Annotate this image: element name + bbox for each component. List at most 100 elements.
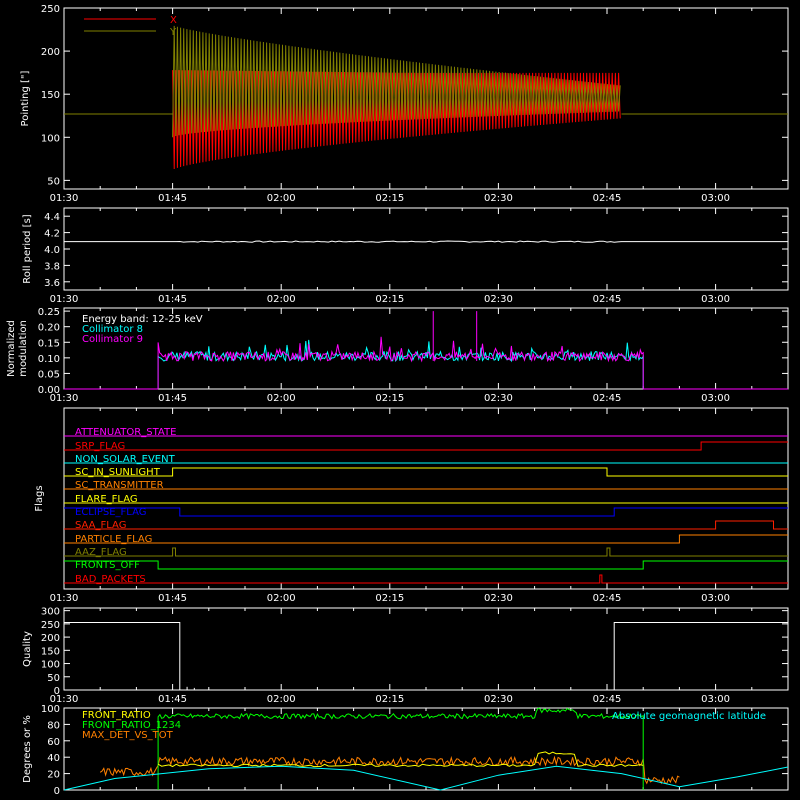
flag-line bbox=[64, 441, 788, 451]
modulation-ytick-label: 0.15 bbox=[38, 338, 60, 349]
pointing-ytick-label: 200 bbox=[41, 47, 60, 58]
time-tick-label: 02:30 bbox=[484, 593, 513, 604]
time-tick-label: 02:30 bbox=[484, 694, 513, 705]
flag-line bbox=[64, 520, 788, 530]
flag-label: NON_SOLAR_EVENT bbox=[75, 454, 176, 465]
flag-line bbox=[64, 507, 788, 517]
pointing-ytick-label: 150 bbox=[41, 90, 60, 101]
time-tick-label: 01:30 bbox=[50, 694, 79, 705]
time-tick-label: 02:45 bbox=[593, 593, 622, 604]
time-tick-label: 03:00 bbox=[701, 294, 730, 305]
flag-label: PARTICLE_FLAG bbox=[75, 534, 152, 545]
quality-ytick-label: 300 bbox=[41, 607, 60, 618]
degrees-series-max-det bbox=[99, 755, 680, 785]
quality-ytick-label: 100 bbox=[41, 660, 60, 671]
degrees-ytick-label: 20 bbox=[47, 770, 60, 781]
time-tick-label: 01:45 bbox=[158, 393, 187, 404]
quality-ytick-label: 50 bbox=[47, 673, 60, 684]
time-tick-label: 01:45 bbox=[158, 694, 187, 705]
time-tick-label: 03:00 bbox=[701, 393, 730, 404]
pointing-ylabel: Pointing ["] bbox=[20, 70, 31, 126]
modulation-ytick-label: 0.00 bbox=[38, 385, 60, 396]
flags-ylabel: Flags bbox=[34, 485, 45, 511]
time-tick-label: 01:30 bbox=[50, 393, 79, 404]
degrees-legend-label: MAX_DET_VS_TOT bbox=[82, 730, 174, 741]
time-tick-label: 02:00 bbox=[267, 193, 296, 204]
time-tick-label: 01:45 bbox=[158, 593, 187, 604]
modulation-ylabel-2: modulation bbox=[18, 320, 29, 377]
quality-ytick-label: 0 bbox=[54, 686, 60, 697]
time-tick-label: 02:15 bbox=[375, 294, 404, 305]
quality-frame bbox=[63, 607, 789, 691]
modulation-panel: 01:30 01:45 02:00 02:15 02:30 02:45 03:00 0.00 0… bbox=[38, 307, 789, 404]
pointing-legend-label: Y bbox=[169, 27, 177, 38]
degrees-series-front bbox=[157, 751, 644, 768]
flag-label: SRP_FLAG bbox=[75, 441, 125, 452]
time-tick-label: 02:15 bbox=[375, 193, 404, 204]
flag-label: FRONTS_OFF bbox=[75, 560, 140, 571]
time-tick-label: 02:15 bbox=[375, 393, 404, 404]
flag-label: ATTENUATOR_STATE bbox=[75, 427, 176, 438]
modulation-series-c9 bbox=[157, 336, 644, 389]
time-tick-label: 01:45 bbox=[158, 294, 187, 305]
pointing-series-y bbox=[172, 25, 621, 138]
time-tick-label: 02:45 bbox=[593, 694, 622, 705]
degrees-legend-label: FRONT_RATIO_1234 bbox=[82, 720, 181, 731]
time-tick-label: 01:45 bbox=[158, 193, 187, 204]
degrees-ytick-label: 100 bbox=[41, 704, 60, 715]
pointing-ytick-label: 50 bbox=[47, 176, 60, 187]
modulation-ytick-label: 0.05 bbox=[38, 369, 60, 380]
time-tick-label: 02:15 bbox=[375, 593, 404, 604]
time-tick-label: 01:30 bbox=[50, 593, 79, 604]
modulation-series-c8 bbox=[157, 339, 644, 389]
flag-label: SC_TRANSMITTER bbox=[75, 480, 164, 491]
time-tick-label: 03:00 bbox=[701, 193, 730, 204]
pointing-ytick-label: 250 bbox=[41, 4, 60, 15]
flag-label: BAD_PACKETS bbox=[75, 574, 146, 585]
quality-ytick-label: 200 bbox=[41, 633, 60, 644]
pointing-ytick-label: 100 bbox=[41, 133, 60, 144]
modulation-ylabel-1: Normalized bbox=[6, 320, 17, 377]
time-tick-label: 01:30 bbox=[50, 294, 79, 305]
flag-label: FLARE_FLAG bbox=[75, 494, 138, 505]
degrees-ytick-label: 40 bbox=[47, 753, 60, 764]
time-tick-label: 02:45 bbox=[593, 393, 622, 404]
quality-panel: 01:30 01:45 02:00 02:15 02:30 02:45 03:00 0 50 10… bbox=[41, 607, 789, 705]
degrees-legend-label: FRONT_RATIO bbox=[82, 710, 151, 721]
flag-line bbox=[64, 547, 788, 557]
time-tick-label: 02:30 bbox=[484, 294, 513, 305]
roll-ytick-label: 3.6 bbox=[44, 278, 60, 289]
modulation-legend-label: Collimator 8 bbox=[82, 324, 143, 335]
modulation-ytick-label: 0.20 bbox=[38, 323, 60, 334]
quality-ytick-label: 150 bbox=[41, 646, 60, 657]
degrees-series-front-1234 bbox=[157, 707, 644, 790]
roll-ytick-label: 4.2 bbox=[44, 229, 60, 240]
modulation-legend-label: Collimator 9 bbox=[82, 334, 143, 345]
degrees-series-latitude bbox=[63, 765, 789, 791]
quality-series bbox=[64, 622, 788, 691]
time-tick-label: 02:45 bbox=[593, 193, 622, 204]
modulation-legend-label: Energy band: 12-25 keV bbox=[82, 314, 203, 325]
flag-line bbox=[64, 560, 788, 570]
degrees-right-label: Absolute geomagnetic latitude bbox=[612, 711, 766, 722]
flag-label: SC_IN_SUNLIGHT bbox=[75, 467, 161, 478]
modulation-ytick-label: 0.25 bbox=[38, 307, 60, 318]
quality-ylabel: Quality bbox=[22, 631, 33, 667]
roll-ytick-label: 4.0 bbox=[44, 245, 60, 256]
degrees-ylabel: Degrees or % bbox=[22, 715, 33, 783]
time-tick-label: 02:00 bbox=[267, 593, 296, 604]
time-tick-label: 01:30 bbox=[50, 193, 79, 204]
roll-ytick-label: 3.8 bbox=[44, 261, 60, 272]
time-tick-label: 02:00 bbox=[267, 294, 296, 305]
modulation-ytick-label: 0.10 bbox=[38, 354, 60, 365]
flag-line bbox=[64, 574, 788, 584]
time-tick-label: 02:00 bbox=[267, 694, 296, 705]
pointing-legend-label: X bbox=[170, 15, 177, 26]
pointing-panel: 01:30 01:45 02:00 02:15 02:30 02:45 03:00 50 100… bbox=[41, 4, 789, 204]
flag-line bbox=[64, 467, 788, 477]
time-tick-label: 02:30 bbox=[484, 193, 513, 204]
time-tick-label: 03:00 bbox=[701, 694, 730, 705]
flags-panel: 01:30 01:45 02:00 02:15 02:30 02:45 03:00 ATTEN… bbox=[50, 407, 789, 604]
flag-label: AAZ_FLAG bbox=[75, 547, 127, 558]
degrees-ytick-label: 60 bbox=[47, 737, 60, 748]
